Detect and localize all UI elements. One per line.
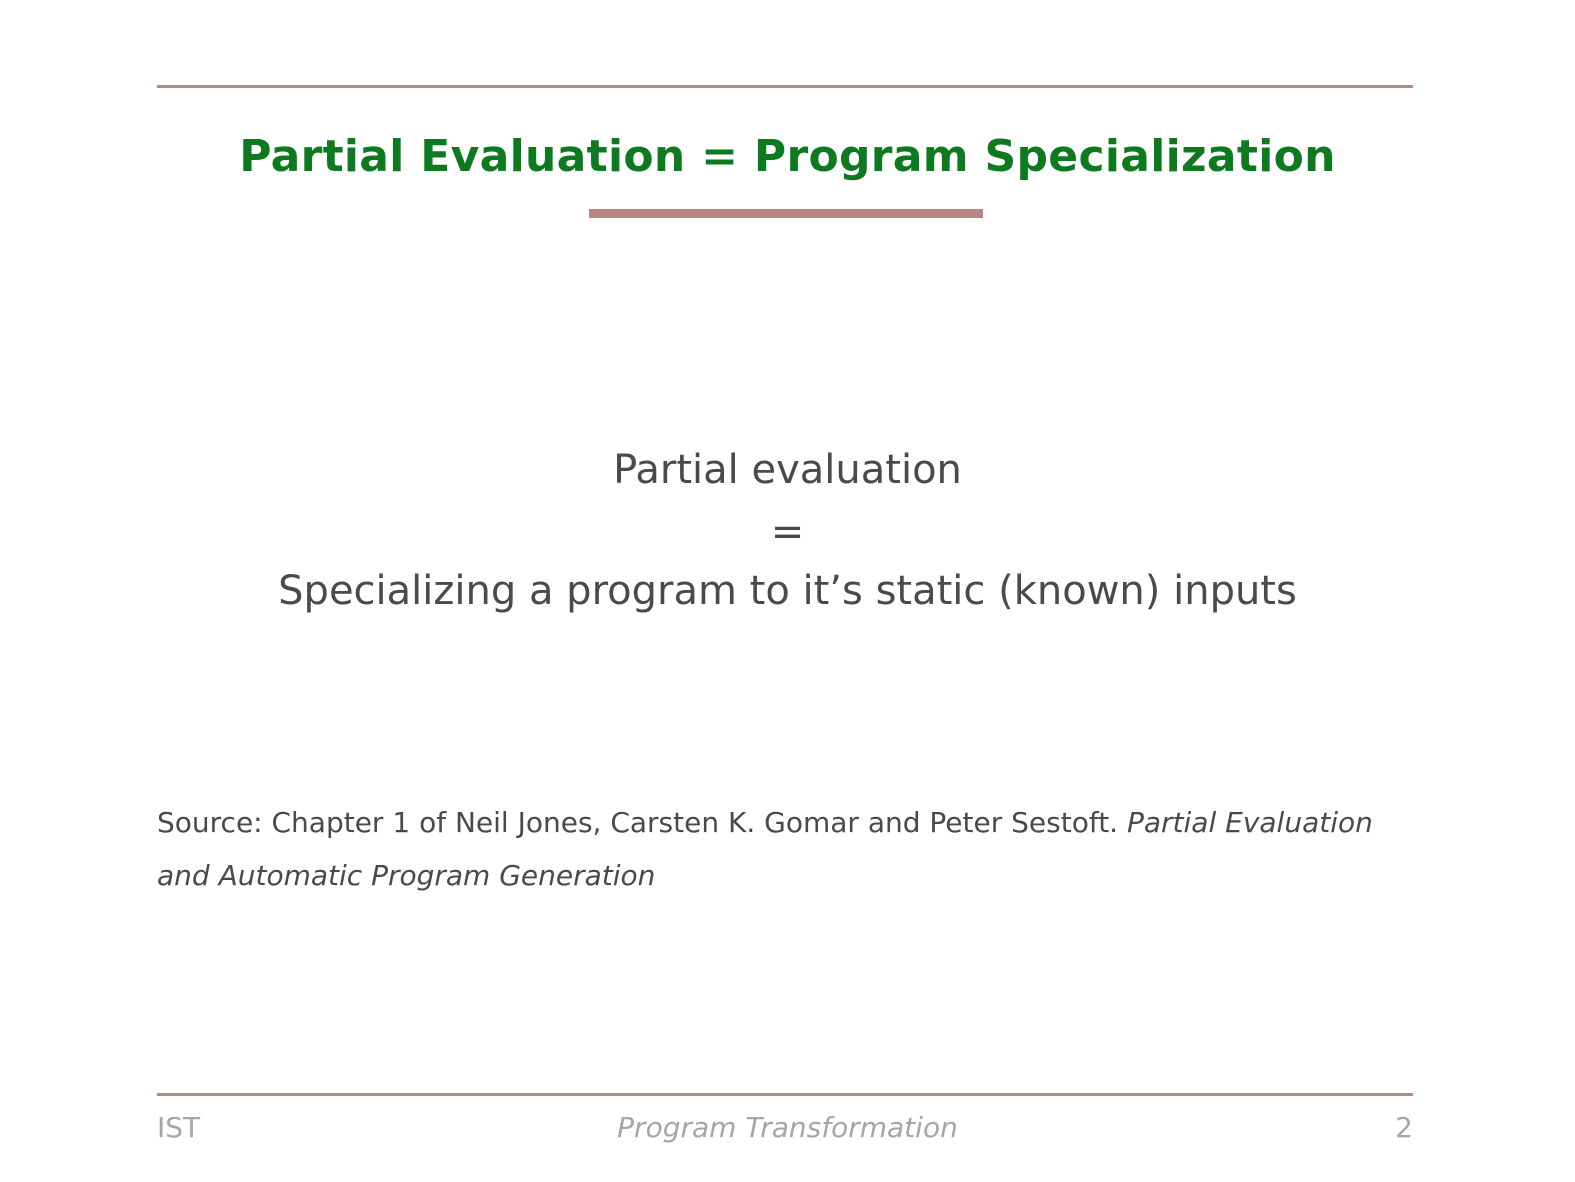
source-citation: Source: Chapter 1 of Neil Jones, Carsten… (157, 796, 1413, 902)
footer-institution: IST (157, 1111, 201, 1144)
definition-meaning: Specializing a program to it’s static (k… (278, 568, 1297, 614)
footer-page-number: 2 (1395, 1111, 1413, 1144)
slide-title: Partial Evaluation = Program Specializat… (239, 131, 1336, 182)
source-prefix: Source: Chapter 1 of Neil Jones, Carsten… (157, 806, 1127, 839)
definition-term: Partial evaluation (613, 447, 962, 493)
definition-equals-sign: = (770, 509, 805, 555)
footer-rule (157, 1093, 1413, 1096)
header-rule (157, 85, 1413, 88)
source-book-title: Partial Evaluation and Automatic Program… (157, 806, 1373, 892)
title-underline (589, 209, 983, 218)
footer-course-title: Program Transformation (617, 1111, 958, 1144)
